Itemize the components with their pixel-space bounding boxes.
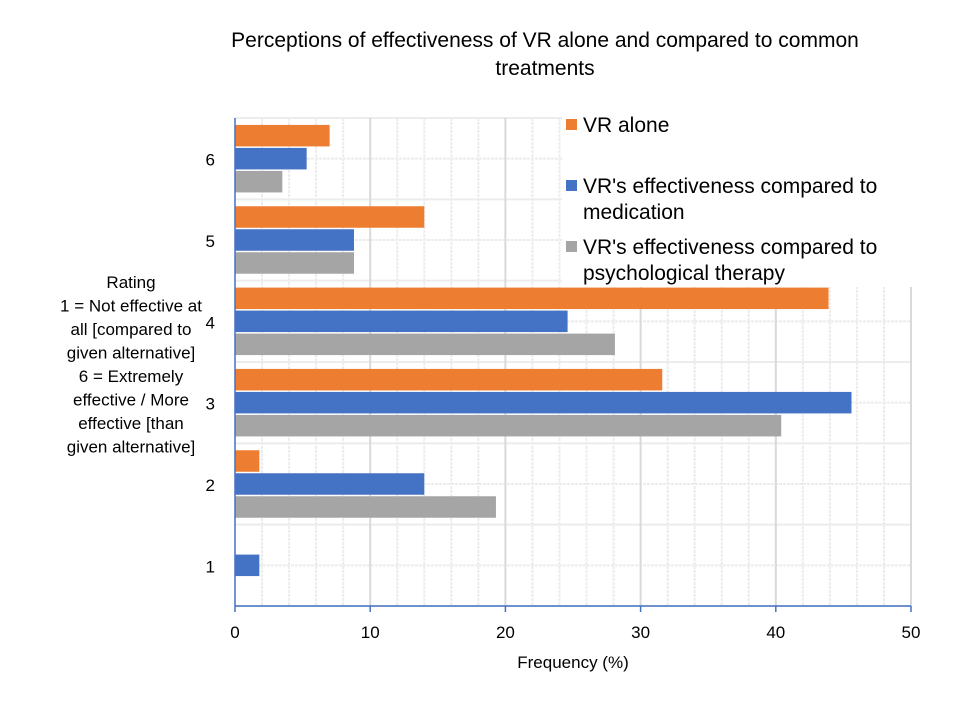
y-tick-label: 3: [206, 395, 215, 414]
legend-label: VR alone: [583, 114, 669, 137]
y-axis-label: given alternative]: [67, 344, 196, 363]
bar: [235, 496, 496, 518]
legend-label: VR's effectiveness compared to: [583, 236, 877, 259]
bar: [235, 368, 663, 391]
legend-label: medication: [583, 201, 685, 224]
legend-swatch: [566, 119, 577, 130]
legend-swatch: [566, 241, 577, 252]
bar: [235, 206, 425, 228]
x-tick-label: 0: [230, 623, 239, 642]
bar: [235, 147, 307, 170]
x-axis-label: Frequency (%): [517, 653, 628, 672]
x-tick-label: 40: [766, 623, 785, 642]
bar: [235, 473, 425, 495]
y-tick-label: 4: [206, 313, 215, 332]
y-tick-label: 2: [206, 476, 215, 495]
legend-label: VR's effectiveness compared to: [583, 175, 877, 198]
y-axis-label: 1 = Not effective at: [60, 297, 202, 316]
chart-title: treatments: [495, 57, 594, 80]
legend-background: [562, 112, 912, 287]
y-axis-label: 6 = Extremely: [79, 367, 184, 386]
bar: [235, 124, 330, 147]
bar: [235, 554, 260, 577]
legend-swatch: [566, 180, 577, 191]
chart-title: Perceptions of effectiveness of VR alone…: [231, 29, 859, 52]
bar: [235, 450, 260, 472]
y-axis-label: given alternative]: [67, 438, 196, 457]
y-tick-label: 1: [206, 557, 215, 576]
bar: [235, 391, 852, 414]
y-axis-label: effective / More: [73, 391, 189, 410]
y-axis-label: all [compared to: [71, 320, 192, 339]
x-tick-label: 50: [902, 623, 921, 642]
bar: [235, 170, 283, 193]
bar: [235, 287, 829, 310]
bar: [235, 310, 568, 333]
x-tick-label: 30: [631, 623, 650, 642]
y-axis-label: Rating: [106, 273, 155, 292]
y-axis-label: effective [than: [78, 414, 184, 433]
y-tick-label: 6: [206, 151, 215, 170]
x-tick-label: 10: [361, 623, 380, 642]
bar: [235, 333, 615, 356]
bar: [235, 252, 354, 274]
y-tick-label: 5: [206, 232, 215, 251]
legend-label: psychological therapy: [583, 262, 785, 285]
x-tick-label: 20: [496, 623, 515, 642]
bar: [235, 414, 782, 437]
bar: [235, 229, 354, 251]
